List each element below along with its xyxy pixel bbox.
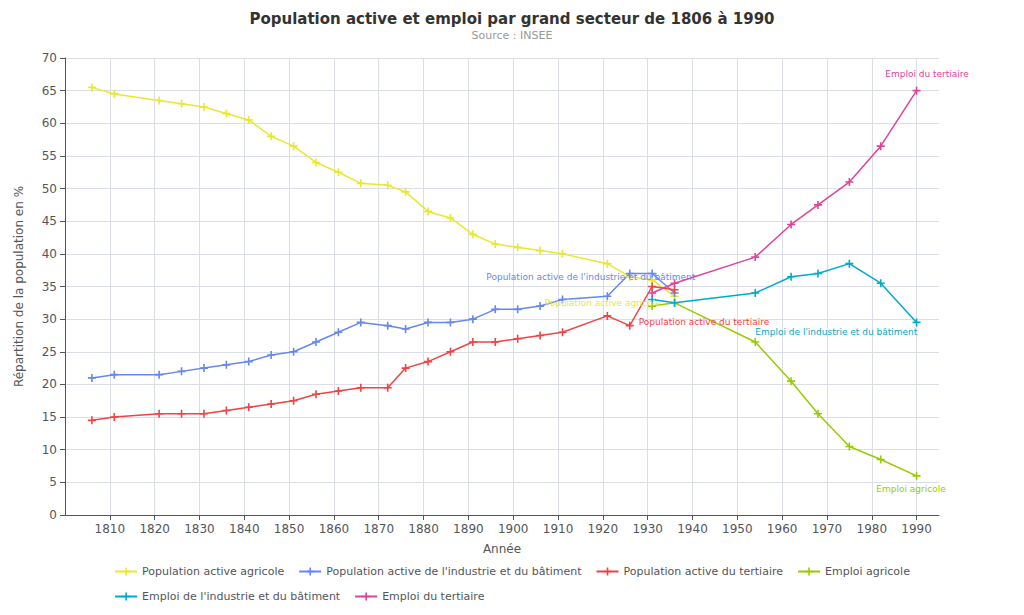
svg-text:10: 10 <box>42 443 57 457</box>
svg-text:Emploi du tertiaire: Emploi du tertiaire <box>382 590 484 603</box>
svg-text:1970: 1970 <box>812 522 843 536</box>
svg-text:1960: 1960 <box>767 522 798 536</box>
svg-text:1880: 1880 <box>408 522 439 536</box>
svg-text:25: 25 <box>42 345 57 359</box>
svg-text:50: 50 <box>42 182 57 196</box>
svg-text:Répartition de la population e: Répartition de la population en % <box>12 186 26 387</box>
svg-text:Population active agricole: Population active agricole <box>142 565 284 578</box>
svg-text:35: 35 <box>42 280 57 294</box>
svg-text:1820: 1820 <box>139 522 170 536</box>
svg-text:1920: 1920 <box>588 522 619 536</box>
svg-text:15: 15 <box>42 410 57 424</box>
svg-text:1990: 1990 <box>901 522 932 536</box>
svg-text:Population active du tertiaire: Population active du tertiaire <box>624 565 784 578</box>
svg-text:60: 60 <box>42 116 57 130</box>
svg-text:Population active de l'industr: Population active de l'industrie et du b… <box>486 272 695 282</box>
svg-text:Emploi agricole: Emploi agricole <box>825 565 910 578</box>
svg-text:40: 40 <box>42 247 57 261</box>
svg-text:1840: 1840 <box>229 522 260 536</box>
svg-text:0: 0 <box>49 508 57 522</box>
svg-text:45: 45 <box>42 214 57 228</box>
svg-text:Emploi de l'industrie et du bâ: Emploi de l'industrie et du bâtiment <box>142 590 341 603</box>
svg-text:1950: 1950 <box>722 522 753 536</box>
svg-text:1890: 1890 <box>453 522 484 536</box>
svg-text:Population active du tertiaire: Population active du tertiaire <box>639 317 770 327</box>
svg-text:20: 20 <box>42 377 57 391</box>
svg-text:Population active agricole: Population active agricole <box>545 298 662 308</box>
svg-text:Emploi du tertiaire: Emploi du tertiaire <box>885 69 969 79</box>
svg-text:Emploi de l'industrie et du bâ: Emploi de l'industrie et du bâtiment <box>755 327 918 337</box>
svg-text:1910: 1910 <box>543 522 574 536</box>
svg-text:1860: 1860 <box>319 522 350 536</box>
svg-text:1980: 1980 <box>856 522 887 536</box>
svg-text:1940: 1940 <box>677 522 708 536</box>
svg-text:Emploi agricole: Emploi agricole <box>876 484 946 494</box>
svg-text:Source : INSEE: Source : INSEE <box>472 29 553 42</box>
svg-text:1850: 1850 <box>274 522 305 536</box>
svg-text:65: 65 <box>42 84 57 98</box>
svg-text:1830: 1830 <box>184 522 215 536</box>
svg-text:70: 70 <box>42 51 57 65</box>
svg-text:1810: 1810 <box>95 522 126 536</box>
svg-text:5: 5 <box>49 475 57 489</box>
svg-text:55: 55 <box>42 149 57 163</box>
svg-text:1900: 1900 <box>498 522 529 536</box>
svg-text:1870: 1870 <box>363 522 394 536</box>
svg-text:Population active et emploi pa: Population active et emploi par grand se… <box>249 10 774 28</box>
svg-text:30: 30 <box>42 312 57 326</box>
svg-text:Population active de l'industr: Population active de l'industrie et du b… <box>326 565 582 578</box>
svg-text:Année: Année <box>483 542 521 556</box>
svg-text:1930: 1930 <box>632 522 663 536</box>
